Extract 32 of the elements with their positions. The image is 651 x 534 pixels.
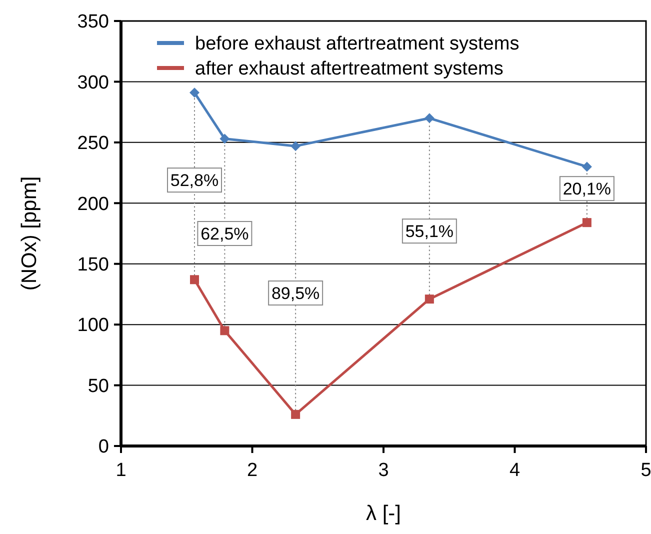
point	[582, 218, 592, 228]
x-tick-label: 3	[378, 460, 389, 481]
point	[220, 326, 230, 336]
x-tick-label: 4	[509, 460, 520, 481]
annotation: 52,8%	[170, 171, 219, 190]
x-tick-label: 2	[246, 460, 258, 481]
annotation: 89,5%	[271, 284, 320, 303]
point	[291, 410, 300, 419]
x-tick-label: 1	[116, 460, 126, 481]
y-tick-label: 0	[98, 436, 109, 458]
y-tick-label: 50	[88, 376, 109, 397]
y-tick-label: 150	[77, 254, 109, 276]
point	[190, 275, 199, 284]
point	[424, 113, 434, 124]
point	[290, 141, 301, 152]
y-tick-label: 350	[77, 12, 109, 33]
y-tick-label: 200	[77, 194, 109, 215]
annotation: 62,5%	[200, 224, 249, 244]
point	[582, 162, 592, 172]
legend-label: after exhaust aftertreatment systems	[195, 58, 504, 80]
x-tick-label: 5	[640, 460, 651, 481]
legend-label: before exhaust aftertreatment systems	[195, 34, 520, 55]
y-tick-label: 300	[77, 72, 109, 94]
point	[424, 294, 434, 304]
point	[220, 134, 230, 144]
annotation: 20,1%	[562, 180, 612, 199]
y-tick-label: 250	[77, 133, 109, 154]
point	[190, 88, 200, 98]
y-axis-title: (NOx) [ppm]	[18, 176, 41, 291]
y-tick-label: 100	[77, 315, 109, 336]
x-axis-title: λ [-]	[366, 502, 401, 525]
annotation: 55,1%	[405, 222, 454, 242]
